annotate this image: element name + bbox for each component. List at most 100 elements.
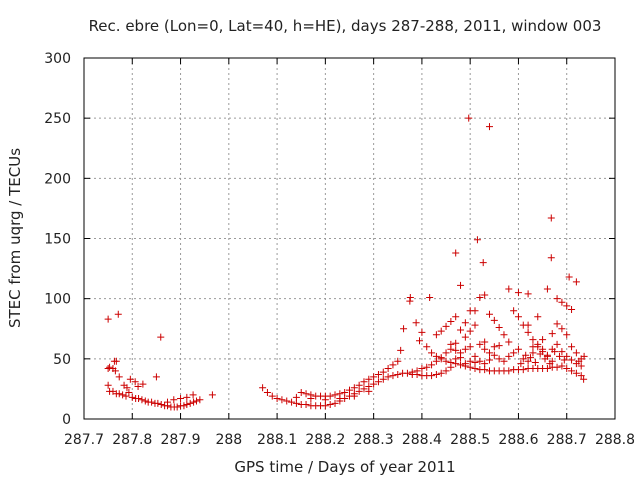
data-point xyxy=(389,361,397,369)
data-point xyxy=(432,352,440,360)
data-point xyxy=(374,378,382,386)
data-point xyxy=(505,367,513,375)
data-point xyxy=(428,349,436,357)
data-point xyxy=(403,369,411,377)
data-point xyxy=(514,289,522,297)
data-point xyxy=(365,375,373,383)
x-tick-label: 287.9 xyxy=(160,432,200,448)
data-point xyxy=(307,395,315,403)
data-point xyxy=(350,392,358,400)
y-tick-label: 300 xyxy=(44,51,71,67)
data-point xyxy=(539,345,547,353)
data-point xyxy=(183,401,191,409)
data-point xyxy=(125,389,133,397)
data-point xyxy=(196,396,204,404)
data-point xyxy=(495,324,503,332)
data-point xyxy=(208,391,216,399)
y-tick-labels: 0 50 100 150 200 250 300 xyxy=(44,51,71,428)
data-point xyxy=(514,313,522,321)
data-point xyxy=(519,366,527,374)
data-point xyxy=(331,391,339,399)
data-point xyxy=(321,402,329,410)
data-point xyxy=(148,398,156,406)
data-point xyxy=(524,321,532,329)
data-point xyxy=(577,362,585,370)
data-point xyxy=(476,340,484,348)
data-point xyxy=(360,385,368,393)
data-point xyxy=(432,331,440,339)
data-point xyxy=(389,372,397,380)
data-point xyxy=(473,236,481,244)
data-point xyxy=(485,123,493,131)
data-point xyxy=(365,387,373,395)
data-point xyxy=(384,364,392,372)
data-point xyxy=(452,355,460,363)
data-point xyxy=(370,380,378,388)
x-tick-label: 288.6 xyxy=(498,432,538,448)
data-point xyxy=(452,339,460,347)
data-point xyxy=(447,340,455,348)
data-point xyxy=(139,380,147,388)
data-point xyxy=(500,357,508,365)
data-point xyxy=(500,331,508,339)
data-point xyxy=(115,373,123,381)
x-tick-label: 288.1 xyxy=(257,432,297,448)
data-point xyxy=(302,390,310,398)
data-point xyxy=(529,336,537,344)
x-tick-labels: 287.7 287.8 287.9 288 288.1 288.2 288.3 288.4 28… xyxy=(64,432,635,448)
data-point xyxy=(447,318,455,326)
data-point xyxy=(138,396,146,404)
data-point xyxy=(466,307,474,315)
data-point xyxy=(568,305,576,313)
data-point xyxy=(190,398,198,406)
data-point xyxy=(495,355,503,363)
data-point xyxy=(452,313,460,321)
data-point xyxy=(481,338,489,346)
data-point xyxy=(490,316,498,324)
x-tick-label: 288.5 xyxy=(450,432,490,448)
data-point xyxy=(154,399,162,407)
data-point xyxy=(568,367,576,375)
data-point xyxy=(426,293,434,301)
data-point xyxy=(572,369,580,377)
data-point xyxy=(442,367,450,375)
data-point xyxy=(577,372,585,380)
data-point xyxy=(180,402,188,410)
data-point xyxy=(560,356,568,364)
data-point xyxy=(543,285,551,293)
data-point xyxy=(384,373,392,381)
data-point xyxy=(189,391,197,399)
data-point xyxy=(423,343,431,351)
data-point xyxy=(563,331,571,339)
data-point xyxy=(471,358,479,366)
data-point xyxy=(505,285,513,293)
data-point xyxy=(273,395,281,403)
y-tick-label: 50 xyxy=(53,352,71,368)
data-point xyxy=(152,373,160,381)
data-point xyxy=(510,307,518,315)
x-tick-label: 287.7 xyxy=(64,432,104,448)
data-point xyxy=(461,333,469,341)
data-point xyxy=(524,357,532,365)
data-point xyxy=(164,398,172,406)
data-point xyxy=(490,343,498,351)
data-point xyxy=(379,368,387,376)
data-point xyxy=(452,249,460,257)
data-point xyxy=(565,273,573,281)
data-point xyxy=(481,366,489,374)
data-point xyxy=(558,348,566,356)
data-point xyxy=(355,381,363,389)
data-point xyxy=(278,396,286,404)
data-point xyxy=(495,342,503,350)
data-point xyxy=(183,393,191,401)
chart-title: Rec. ebre (Lon=0, Lat=40, h=HE), days 28… xyxy=(89,17,602,35)
data-point xyxy=(519,355,527,363)
data-point xyxy=(553,363,561,371)
data-point xyxy=(418,328,426,336)
data-point xyxy=(157,401,165,409)
data-point xyxy=(476,293,484,301)
y-tick-label: 150 xyxy=(44,232,71,248)
data-point xyxy=(173,403,181,411)
data-point xyxy=(432,370,440,378)
data-point xyxy=(346,386,353,394)
